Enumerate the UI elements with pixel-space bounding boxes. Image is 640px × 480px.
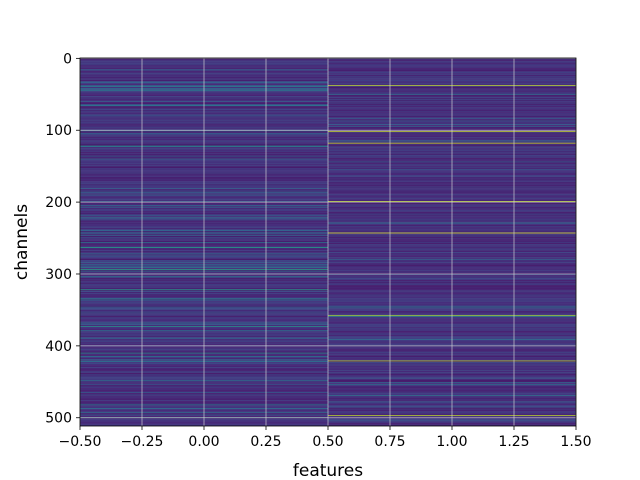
y-tick-label: 0: [63, 51, 72, 67]
x-tick-label: 1.50: [560, 434, 591, 450]
y-tick-label: 400: [45, 339, 72, 355]
x-tick-label: 1.25: [498, 434, 529, 450]
y-axis-label: channels: [12, 204, 32, 280]
x-tick-label: −0.25: [121, 434, 164, 450]
y-tick-label: 200: [45, 195, 72, 211]
x-tick-label: 0.50: [312, 434, 343, 450]
y-tick-label: 100: [45, 123, 72, 139]
x-axis-label: features: [293, 461, 363, 480]
x-tick-label: 0.25: [250, 434, 281, 450]
x-tick-label: 0.00: [188, 434, 219, 450]
x-tick-label: 1.00: [436, 434, 467, 450]
x-tick-label: −0.50: [59, 434, 102, 450]
x-axis: −0.50 −0.25 0.00 0.25 0.50 0.75 1.00 1.25 1.50: [59, 426, 592, 450]
y-tick-label: 300: [45, 267, 72, 283]
x-tick-label: 0.75: [374, 434, 405, 450]
y-tick-label: 500: [45, 411, 72, 427]
y-axis: 0 100 200 300 400 500: [45, 51, 80, 427]
